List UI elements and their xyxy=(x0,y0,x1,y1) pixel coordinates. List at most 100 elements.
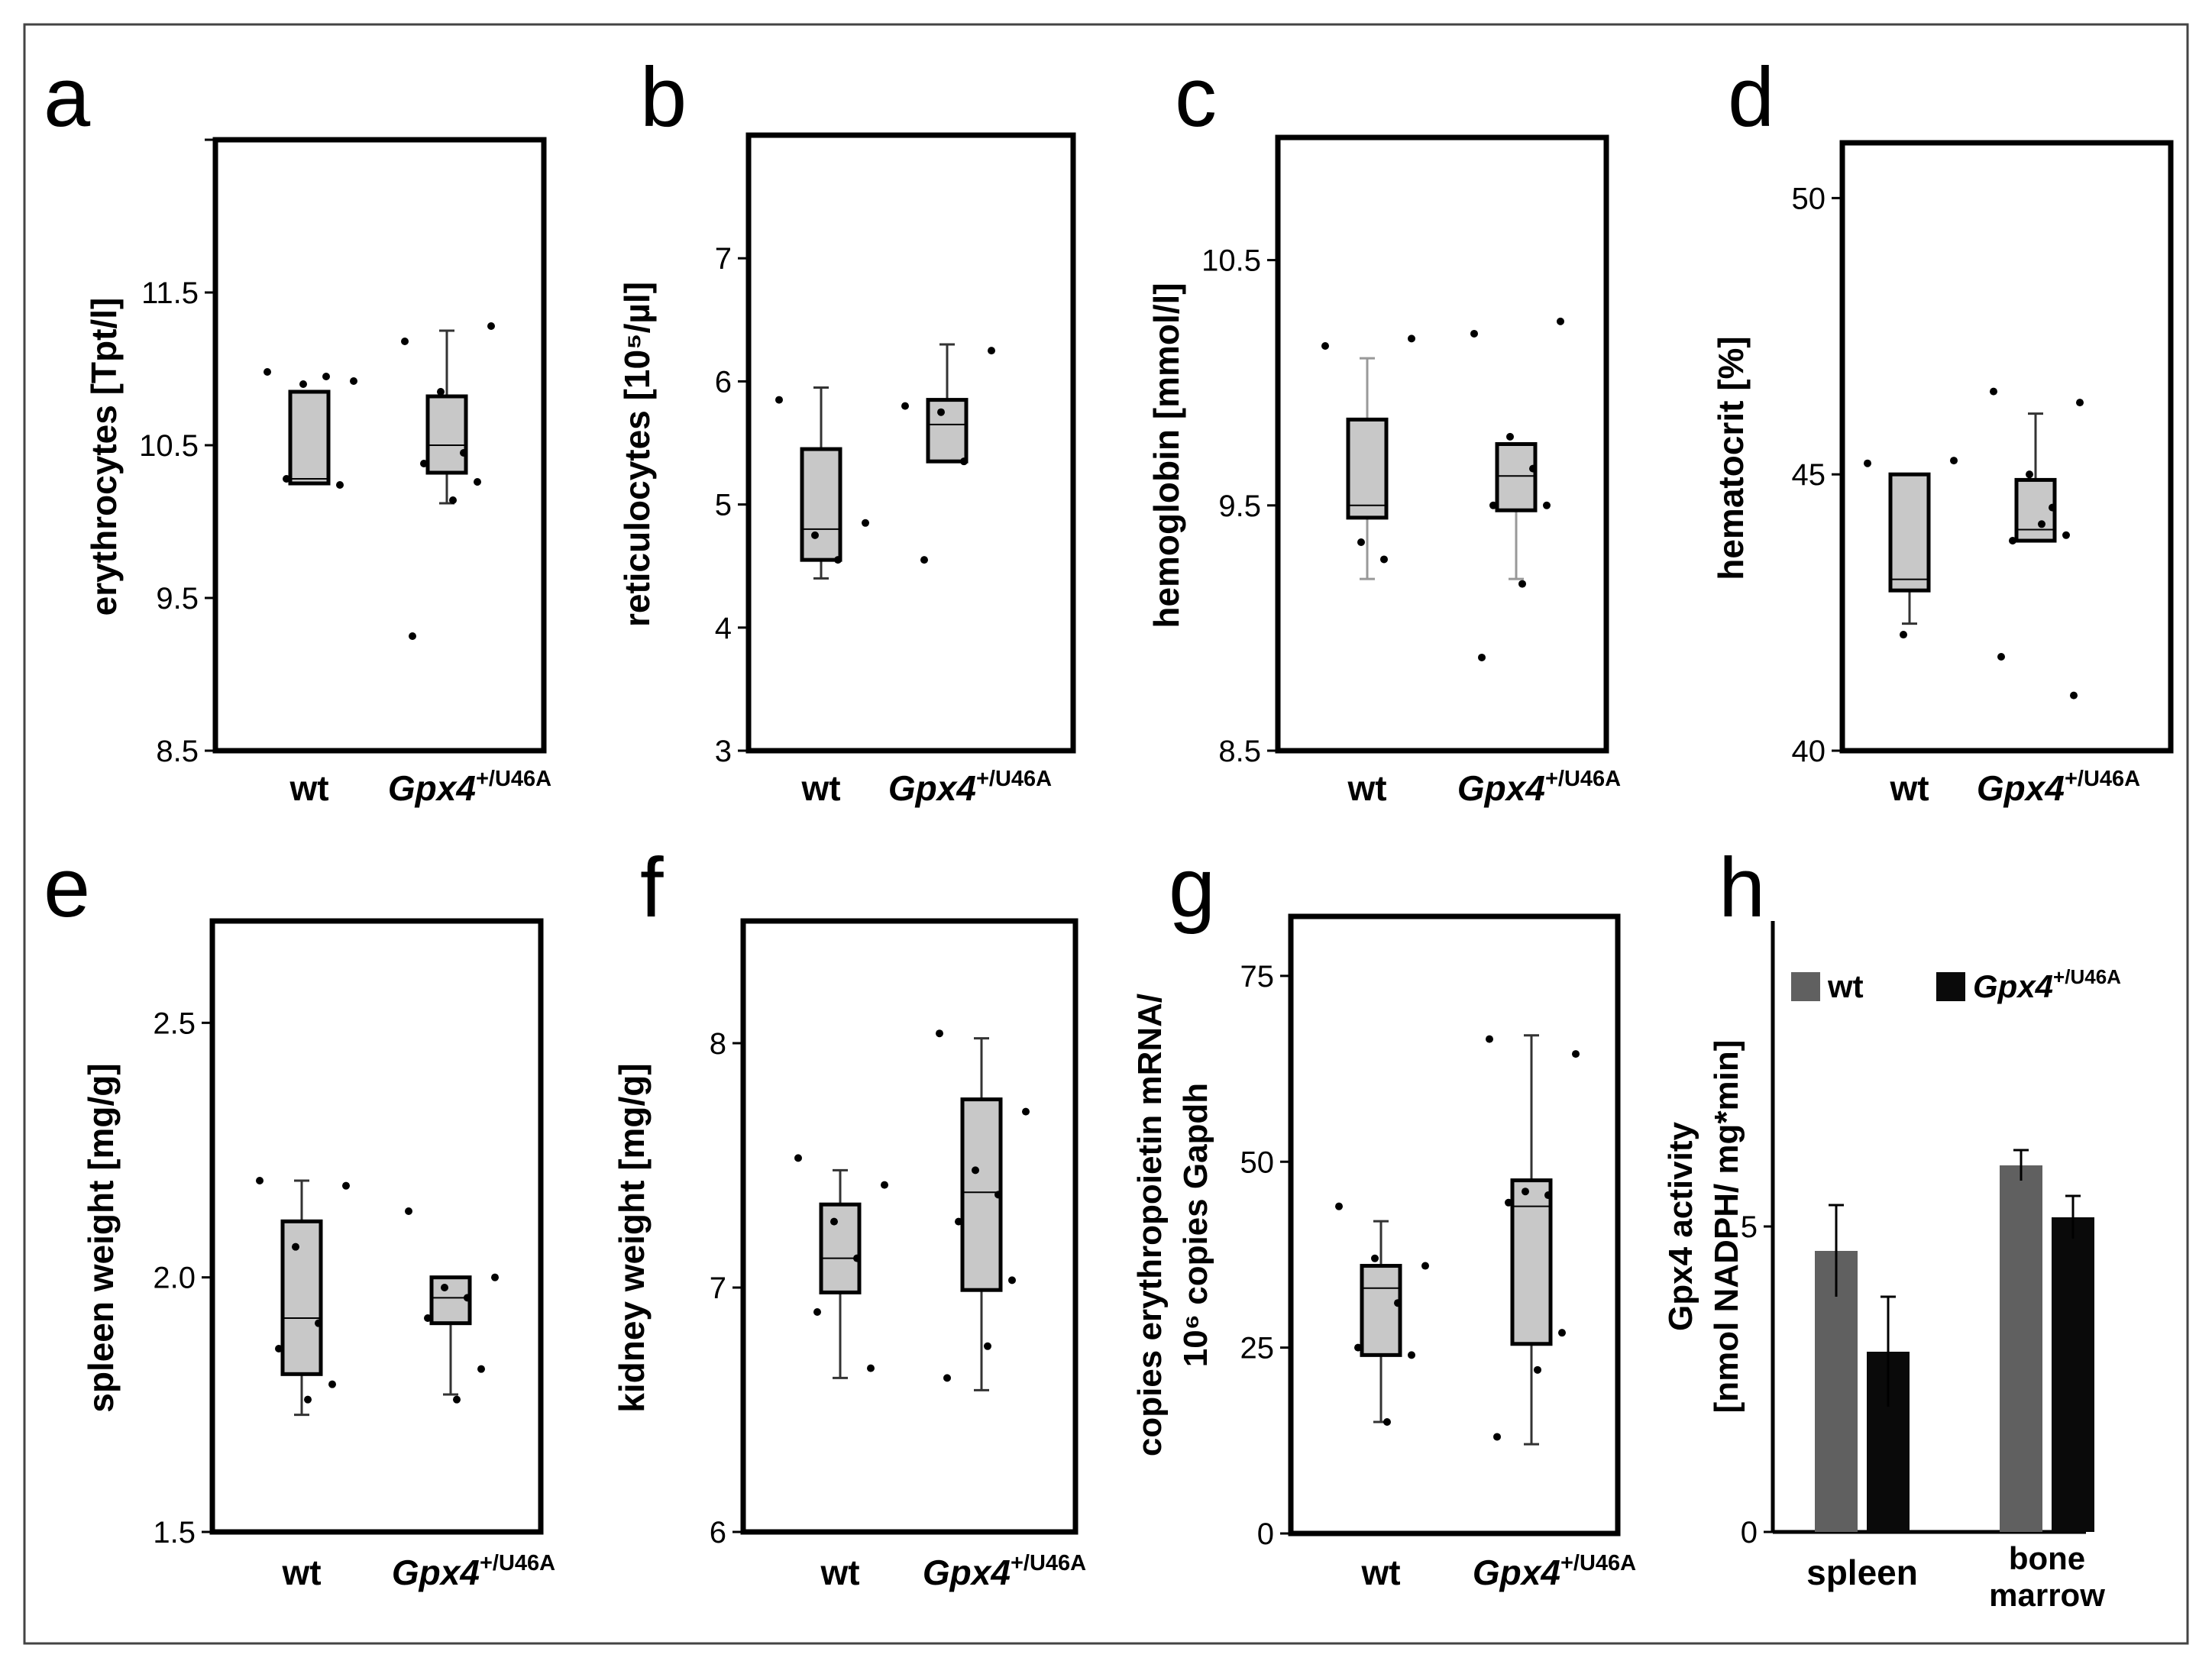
panel-f: f 6 7 8 kidney weight [mg/g] wt Gpx4+/U46A xyxy=(612,841,1086,1592)
legend-label: Gpx4+/U46A xyxy=(1973,965,2121,1004)
data-point xyxy=(1990,387,1997,396)
data-point xyxy=(994,1191,1002,1199)
data-point xyxy=(901,402,909,410)
x-category-label-text: Gpx4 xyxy=(392,1553,480,1592)
group-gpx4: Gpx4+/U46A xyxy=(1977,387,2140,808)
data-point xyxy=(1008,1276,1016,1285)
y-tick-label: 11.5 xyxy=(141,276,199,310)
legend-label-text: Gpx4 xyxy=(1973,968,2053,1004)
group-gpx4: Gpx4+/U46A xyxy=(392,1207,555,1592)
data-point xyxy=(794,1154,802,1162)
plot-frame xyxy=(1288,913,1621,1537)
x-category-label: wt xyxy=(1360,1553,1400,1592)
y-tick-label: 25 xyxy=(1240,1332,1275,1365)
plot-frame xyxy=(209,918,544,1535)
data-point xyxy=(2038,520,2045,528)
data-point xyxy=(420,460,428,467)
bar xyxy=(2052,1217,2094,1532)
y-tick-label: 5 xyxy=(715,489,732,522)
y-tick-label: 0 xyxy=(1257,1517,1274,1551)
y-tick-label: 8 xyxy=(710,1027,726,1061)
legend-label-text: wt xyxy=(1827,968,1864,1004)
group-wt: wt xyxy=(256,1177,350,1592)
panel-g: g 0 25 50 75 copies erythropoietin mRNA/10⁶ c… xyxy=(1131,841,1636,1592)
data-point xyxy=(328,1380,336,1388)
panel-a: a 8.5 9.5 10.5 11.5 erythrocytes [Tpt/l] wt Gpx… xyxy=(44,50,551,808)
data-point xyxy=(336,481,344,489)
y-axis-label: hematocrit [%] xyxy=(1711,336,1751,580)
y-tick-label: 9.5 xyxy=(156,582,199,616)
data-point xyxy=(474,478,481,486)
data-point xyxy=(1529,464,1537,473)
x-category-label-text: Gpx4 xyxy=(388,768,476,808)
y-tick-label: 50 xyxy=(1240,1146,1275,1179)
data-point xyxy=(1505,1198,1512,1207)
data-point xyxy=(315,1319,322,1327)
x-category-label: spleen xyxy=(1806,1553,1918,1592)
x-category-label: marrow xyxy=(1989,1577,2105,1613)
data-point xyxy=(405,1207,412,1215)
y-tick-label: 9.5 xyxy=(1218,490,1261,523)
y-tick-label: 4 xyxy=(715,612,732,645)
legend-swatch xyxy=(1791,972,1820,1001)
data-point xyxy=(441,1284,448,1291)
y-tick-label: 7 xyxy=(710,1272,726,1305)
panel-letter: d xyxy=(1728,50,1774,144)
data-point xyxy=(813,1308,821,1316)
data-point xyxy=(988,347,995,355)
data-point xyxy=(936,1029,943,1038)
data-point xyxy=(1572,1050,1580,1058)
data-point xyxy=(1864,459,1871,467)
x-category-label: Gpx4+/U46A xyxy=(888,767,1052,808)
data-point xyxy=(2026,470,2033,479)
panel-letter: h xyxy=(1719,841,1765,935)
data-point xyxy=(2009,537,2016,545)
data-point xyxy=(256,1177,264,1184)
y-tick-label: 6 xyxy=(715,365,732,399)
x-category-label-sup: +/U46A xyxy=(1011,1551,1086,1575)
x-category-label: Gpx4+/U46A xyxy=(392,1551,555,1592)
x-category-label: wt xyxy=(800,768,840,808)
y-tick-label: 40 xyxy=(1792,735,1826,768)
data-point xyxy=(1489,501,1497,509)
data-point xyxy=(299,380,307,388)
x-category-label-text: wt xyxy=(281,1553,321,1592)
x-category-label-sup: +/U46A xyxy=(976,767,1052,791)
x-category-label-text: wt xyxy=(289,768,328,808)
data-point xyxy=(937,408,945,416)
data-point xyxy=(1557,317,1564,325)
data-point xyxy=(972,1166,979,1175)
data-point xyxy=(955,1217,962,1226)
y-tick-label: 1.5 xyxy=(153,1516,196,1550)
y-tick-label: 5 xyxy=(1741,1210,1758,1244)
data-point xyxy=(1486,1035,1493,1043)
group-gpx4: Gpx4+/U46A xyxy=(1457,317,1621,808)
box xyxy=(280,1219,323,1376)
data-point xyxy=(867,1364,875,1372)
data-point xyxy=(984,1342,991,1350)
data-point xyxy=(811,531,819,539)
x-category-label: wt xyxy=(1889,768,1929,808)
data-point xyxy=(1394,1299,1402,1307)
data-point xyxy=(1522,1188,1529,1196)
box xyxy=(1360,1264,1402,1357)
data-point xyxy=(1543,501,1551,509)
data-point xyxy=(1357,538,1365,546)
box xyxy=(960,1097,1003,1292)
data-point xyxy=(1022,1107,1030,1116)
group-gpx4: Gpx4+/U46A xyxy=(388,322,551,808)
box xyxy=(1510,1178,1553,1346)
box xyxy=(2014,477,2057,543)
x-category-label-text: wt xyxy=(820,1553,859,1592)
box xyxy=(1346,417,1389,520)
data-point xyxy=(1335,1202,1343,1210)
data-point xyxy=(1371,1254,1379,1262)
data-point xyxy=(1421,1262,1429,1270)
box xyxy=(429,1275,472,1326)
data-point xyxy=(350,377,357,385)
box xyxy=(819,1202,862,1294)
data-point xyxy=(1950,457,1958,465)
data-point xyxy=(943,1374,951,1382)
data-point xyxy=(491,1273,499,1281)
